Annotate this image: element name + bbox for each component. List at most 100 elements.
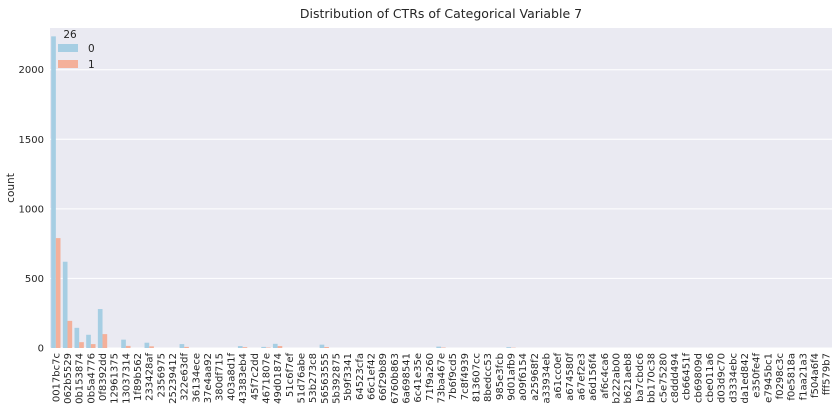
bar-series-1 — [68, 321, 73, 348]
x-tick-label: d03d9c70 — [717, 353, 728, 403]
x-tick-label: 5b9f3341 — [343, 353, 354, 401]
x-tick-label: cbe011a6 — [705, 353, 716, 403]
x-tick-label: 7c8f4939 — [460, 353, 471, 400]
bar-series-0 — [238, 346, 243, 348]
x-tick-label: af6c4ca6 — [600, 353, 611, 399]
x-tick-label: 0017bc7c — [51, 353, 62, 402]
x-tick-label: 813607cc — [472, 353, 483, 402]
bar-series-1 — [91, 344, 96, 348]
legend-label: 1 — [88, 59, 95, 71]
x-tick-label: 53b273c8 — [308, 353, 319, 403]
bar-series-1 — [243, 347, 248, 348]
x-tick-label: a09f6154 — [518, 353, 529, 401]
x-tick-label: f0298c3c — [775, 353, 786, 399]
bar-series-0 — [86, 335, 91, 348]
bar-series-0 — [75, 328, 80, 348]
x-tick-label: 71f9a260 — [425, 353, 436, 401]
x-tick-label: c5e75280 — [658, 353, 669, 403]
x-tick-label: b222ab00 — [612, 353, 623, 404]
x-tick-label: a25968f2 — [530, 353, 541, 401]
x-tick-label: 380df715 — [215, 353, 226, 401]
x-tick-label: 45f7c2dd — [250, 353, 261, 400]
legend-label: 0 — [88, 43, 95, 55]
x-tick-label: 6a698541 — [401, 353, 412, 404]
x-tick-label: b621aeb8 — [623, 353, 634, 403]
x-tick-label: d3334ebc — [728, 353, 739, 403]
x-tick-label: 64523cfa — [355, 353, 366, 400]
legend-title: 26 — [63, 29, 77, 41]
x-tick-label: 985e3fcb — [495, 353, 506, 400]
x-tick-label: 6760b863 — [390, 353, 401, 404]
y-tick-label: 2000 — [19, 65, 44, 76]
x-tick-label: f504a6f4 — [810, 353, 821, 398]
bar-series-1 — [126, 346, 131, 348]
bar-series-0 — [63, 262, 68, 348]
bar-series-1 — [149, 346, 154, 348]
plot-background — [50, 28, 832, 348]
chart-title: Distribution of CTRs of Categorical Vari… — [300, 6, 582, 21]
x-tick-label: 51c6f7ef — [285, 353, 296, 398]
y-axis-label: count — [5, 173, 17, 203]
x-tick-label: cb66451f — [682, 353, 693, 401]
x-tick-label: 51d76abe — [296, 353, 307, 403]
x-tick-label: 2356975 — [156, 353, 167, 398]
x-tick-label: a61cc0ef — [553, 353, 564, 399]
x-tick-label: ba7cbdc6 — [635, 353, 646, 402]
x-tick-label: 1f89b562 — [133, 353, 144, 401]
x-tick-label: 56563555 — [320, 353, 331, 404]
x-tick-label: 73ba467e — [437, 353, 448, 403]
x-tick-label: fff579b7 — [822, 353, 833, 395]
bar-series-0 — [98, 309, 103, 348]
x-tick-label: c8ddd494 — [670, 353, 681, 403]
x-tick-label: cb69809d — [693, 353, 704, 403]
x-tick-label: 5b392875 — [331, 353, 342, 404]
x-tick-label: 66f29b89 — [378, 353, 389, 401]
x-tick-label: 7b6f9cd5 — [448, 353, 459, 400]
bar-series-0 — [51, 36, 56, 348]
bar-series-1 — [79, 342, 84, 348]
x-tick-label: 13037314 — [121, 353, 132, 404]
x-tick-label: 66c1ef42 — [366, 353, 377, 400]
y-tick-label: 0 — [38, 344, 44, 355]
bar-series-0 — [145, 343, 150, 348]
bar-series-1 — [56, 238, 61, 348]
bar-series-0 — [261, 347, 266, 348]
x-tick-label: 0f8392dd — [98, 353, 109, 401]
x-tick-label: 0b153874 — [75, 353, 86, 404]
x-tick-label: 6c41e35e — [413, 353, 424, 403]
x-tick-label: a67ef2e3 — [577, 353, 588, 400]
y-tick-label: 1500 — [19, 135, 44, 146]
x-tick-label: a33934eb — [542, 353, 553, 403]
legend-swatch — [58, 60, 78, 68]
bar-series-1 — [103, 334, 108, 348]
x-tick-label: da1ed842 — [740, 353, 751, 403]
bar-series-0 — [320, 345, 325, 348]
x-tick-label: a674580f — [565, 353, 576, 401]
bar-series-1 — [324, 347, 329, 348]
x-tick-label: bb170c38 — [647, 353, 658, 403]
x-tick-label: f1aa21a3 — [798, 353, 809, 400]
x-tick-label: 4671807e — [261, 353, 272, 404]
x-tick-label: e350fe4f — [752, 353, 763, 398]
x-tick-label: 49d01874 — [273, 353, 284, 404]
x-tick-label: 0b5a4776 — [86, 353, 97, 404]
bar-series-0 — [273, 344, 278, 348]
x-tick-label: e7945bc1 — [763, 353, 774, 403]
x-tick-label: 37e4aa92 — [203, 353, 214, 403]
x-tick-label: f0e5818a — [787, 353, 798, 401]
y-tick-label: 1000 — [19, 204, 44, 215]
x-tick-label: 062b5529 — [63, 353, 74, 404]
x-tick-label: 403a8d1f — [226, 353, 237, 401]
y-tick-label: 500 — [25, 274, 44, 285]
x-tick-label: 8bedcc53 — [483, 353, 494, 402]
x-tick-label: 25239412 — [168, 353, 179, 404]
bar-series-0 — [121, 340, 126, 348]
bar-series-0 — [180, 344, 185, 348]
x-tick-label: 322e63df — [180, 353, 191, 401]
x-tick-label: 233428af — [145, 353, 156, 401]
x-tick-label: 36134ece — [191, 353, 202, 403]
x-tick-label: a6d156f4 — [588, 353, 599, 401]
